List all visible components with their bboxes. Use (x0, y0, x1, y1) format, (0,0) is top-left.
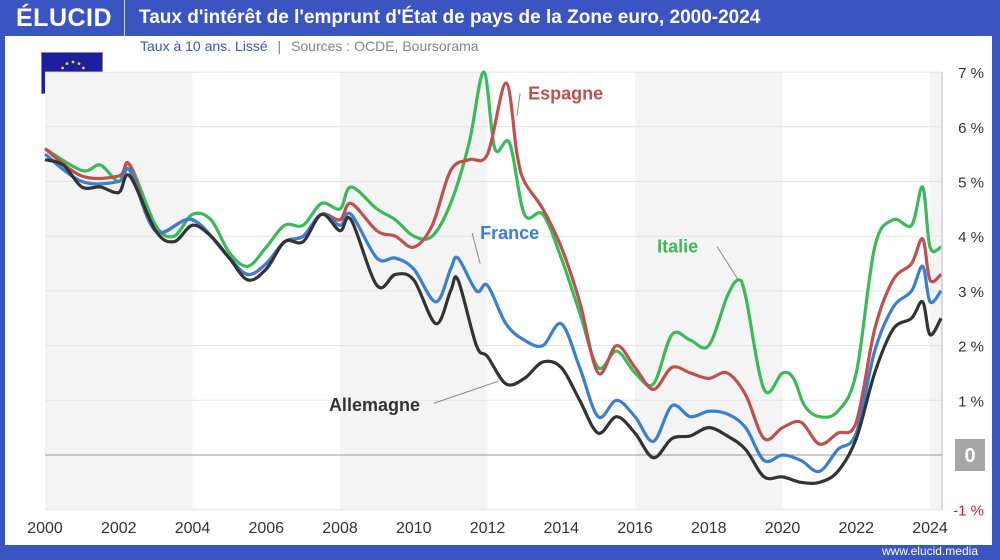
flag-star (81, 66, 85, 70)
x-tick-label: 2020 (765, 520, 801, 537)
subtitle-sources: Sources : OCDE, Boursorama (291, 38, 479, 54)
footer-url[interactable]: www.elucid.media (881, 544, 978, 558)
flag-star (65, 62, 69, 66)
x-tick-label: 2008 (322, 520, 358, 537)
x-tick-label: 2006 (248, 520, 284, 537)
y-tick-label: 2 % (958, 339, 984, 356)
y-tick-label: 4 % (958, 229, 984, 246)
series-line-allemagne (44, 158, 943, 485)
leader-line-espagne (516, 93, 521, 116)
y-tick-label: 7 % (958, 65, 984, 82)
y-tick-label: 1 % (958, 393, 984, 410)
subtitle-main: Taux à 10 ans. Lissé (140, 38, 268, 54)
y-tick-label: 0 (964, 445, 975, 467)
x-tick-label: 2018 (691, 520, 727, 537)
x-tick-label: 2010 (396, 520, 432, 537)
flag-star (77, 62, 81, 66)
series-label-espagne: Espagne (528, 83, 603, 103)
x-tick-label: 2002 (101, 520, 137, 537)
series-line-france (44, 152, 943, 474)
chart-subtitle: Taux à 10 ans. Lissé | Sources : OCDE, B… (140, 38, 479, 54)
header-divider (124, 0, 125, 36)
x-tick-label: 2004 (175, 520, 211, 537)
x-tick-label: 2000 (27, 520, 63, 537)
leader-line-allemagne (433, 380, 499, 404)
elucid-logo: ÉLUCID (16, 3, 113, 32)
y-tick-label: 3 % (958, 284, 984, 301)
subtitle-separator: | (277, 38, 282, 54)
series-line-italie (44, 70, 942, 419)
x-tick-label: 2014 (543, 520, 579, 537)
series-label-france: France (480, 223, 539, 243)
y-tick-label: 5 % (958, 175, 984, 192)
flag-star (61, 66, 65, 70)
y-tick-label: -1 % (953, 503, 984, 520)
series-label-allemagne: Allemagne (329, 395, 420, 415)
x-tick-label: 2022 (838, 520, 874, 537)
header: ÉLUCID Taux d'intérêt de l'emprunt d'Éta… (0, 0, 1000, 36)
x-tick-label: 2024 (912, 520, 948, 537)
y-tick-label: 6 % (958, 120, 984, 137)
flag-star (71, 60, 75, 64)
leader-line-italie (716, 246, 739, 281)
x-tick-label: 2016 (617, 520, 653, 537)
leader-line-france (471, 232, 481, 264)
zero-label-box (955, 439, 985, 471)
chart-title: Taux d'intérêt de l'emprunt d'État de pa… (139, 7, 761, 28)
series-label-italie: Italie (657, 237, 698, 257)
x-tick-label: 2012 (470, 520, 506, 537)
